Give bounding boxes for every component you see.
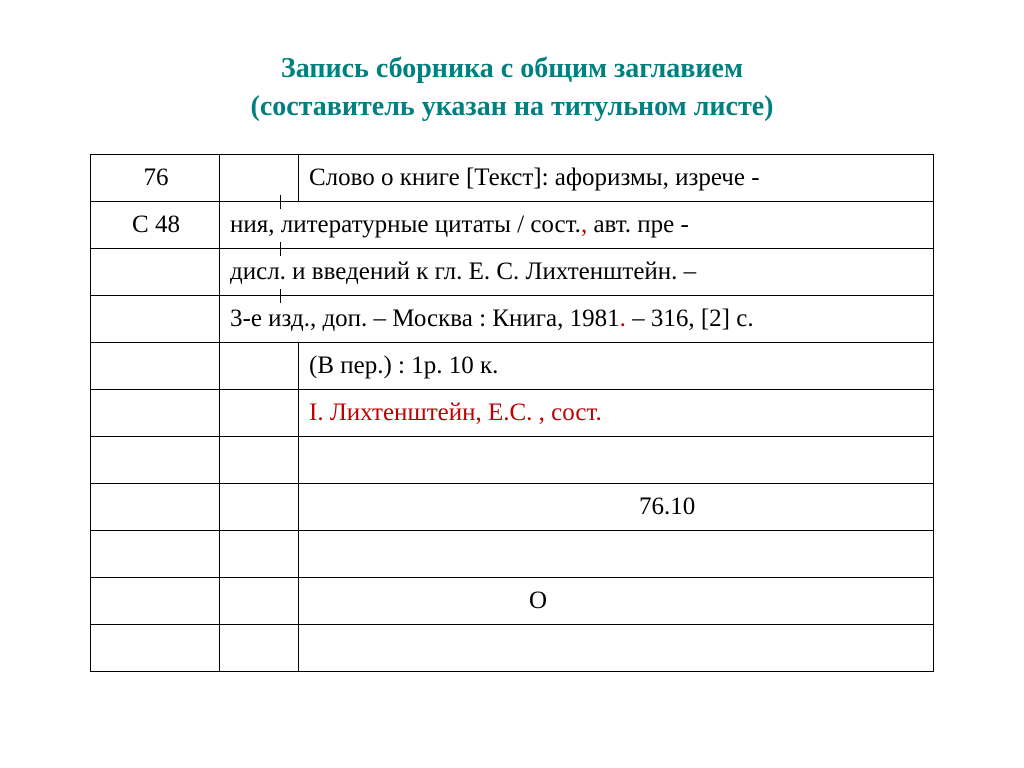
cell-mark: О [299, 577, 934, 624]
cell-empty [91, 389, 220, 436]
text-fragment: дисл. и введений к гл. Е. С. Лихтенштейн… [230, 258, 696, 285]
cell-text-merged: дисл. и введений к гл. Е. С. Лихтенштейн… [220, 248, 934, 295]
cell-empty [91, 436, 220, 483]
cell-text-merged: ния, литературные цитаты / сост., авт. п… [220, 201, 934, 248]
cell-added-entry: I. Лихтенштейн, Е.С. , сост. [299, 389, 934, 436]
cell-empty [91, 295, 220, 342]
cell-empty [91, 577, 220, 624]
table-row: 76.10 [91, 483, 934, 530]
short-divider [280, 195, 281, 209]
short-divider [280, 289, 281, 303]
table-row [91, 530, 934, 577]
table-row [91, 624, 934, 671]
cell-spacer [220, 577, 299, 624]
cell-empty [91, 342, 220, 389]
cell-text: Слово о книге [Текст]: афоризмы, изрече … [299, 154, 934, 201]
cell-classification: 76 [91, 154, 220, 201]
cell-spacer [220, 624, 299, 671]
cell-spacer [220, 389, 299, 436]
table-row: (В пер.) : 1р. 10 к. [91, 342, 934, 389]
cell-empty [91, 530, 220, 577]
table-row: 76 Слово о книге [Текст]: афоризмы, изре… [91, 154, 934, 201]
cell-spacer [220, 342, 299, 389]
table-row: О [91, 577, 934, 624]
cell-decimal-class: 76.10 [299, 483, 934, 530]
title-line-1: Запись сборника с общим заглавием [90, 50, 934, 88]
cell-spacer [220, 436, 299, 483]
cell-spacer [220, 154, 299, 201]
cell-empty [299, 624, 934, 671]
table-row: 3-е изд., доп. – Москва : Книга, 1981. –… [91, 295, 934, 342]
cell-spacer [220, 483, 299, 530]
cell-spacer [220, 530, 299, 577]
cell-text: (В пер.) : 1р. 10 к. [299, 342, 934, 389]
cell-empty [299, 436, 934, 483]
cell-author-mark: С 48 [91, 201, 220, 248]
table-row: I. Лихтенштейн, Е.С. , сост. [91, 389, 934, 436]
table-row [91, 436, 934, 483]
table-row: С 48 ния, литературные цитаты / сост., а… [91, 201, 934, 248]
cell-empty [91, 248, 220, 295]
short-divider [280, 242, 281, 256]
cell-text-merged: 3-е изд., доп. – Москва : Книга, 1981. –… [220, 295, 934, 342]
text-fragment: 3-е изд., доп. – Москва : Книга, 1981. –… [230, 305, 754, 332]
cell-empty [299, 530, 934, 577]
catalog-card-table: 76 Слово о книге [Текст]: афоризмы, изре… [90, 154, 934, 672]
title-line-2: (составитель указан на титульном листе) [90, 88, 934, 126]
table-row: дисл. и введений к гл. Е. С. Лихтенштейн… [91, 248, 934, 295]
text-fragment: ния, литературные цитаты / сост., авт. п… [230, 211, 689, 238]
slide-title: Запись сборника с общим заглавием (соста… [90, 50, 934, 126]
slide-page: Запись сборника с общим заглавием (соста… [0, 0, 1024, 672]
cell-empty [91, 624, 220, 671]
cell-empty [91, 483, 220, 530]
